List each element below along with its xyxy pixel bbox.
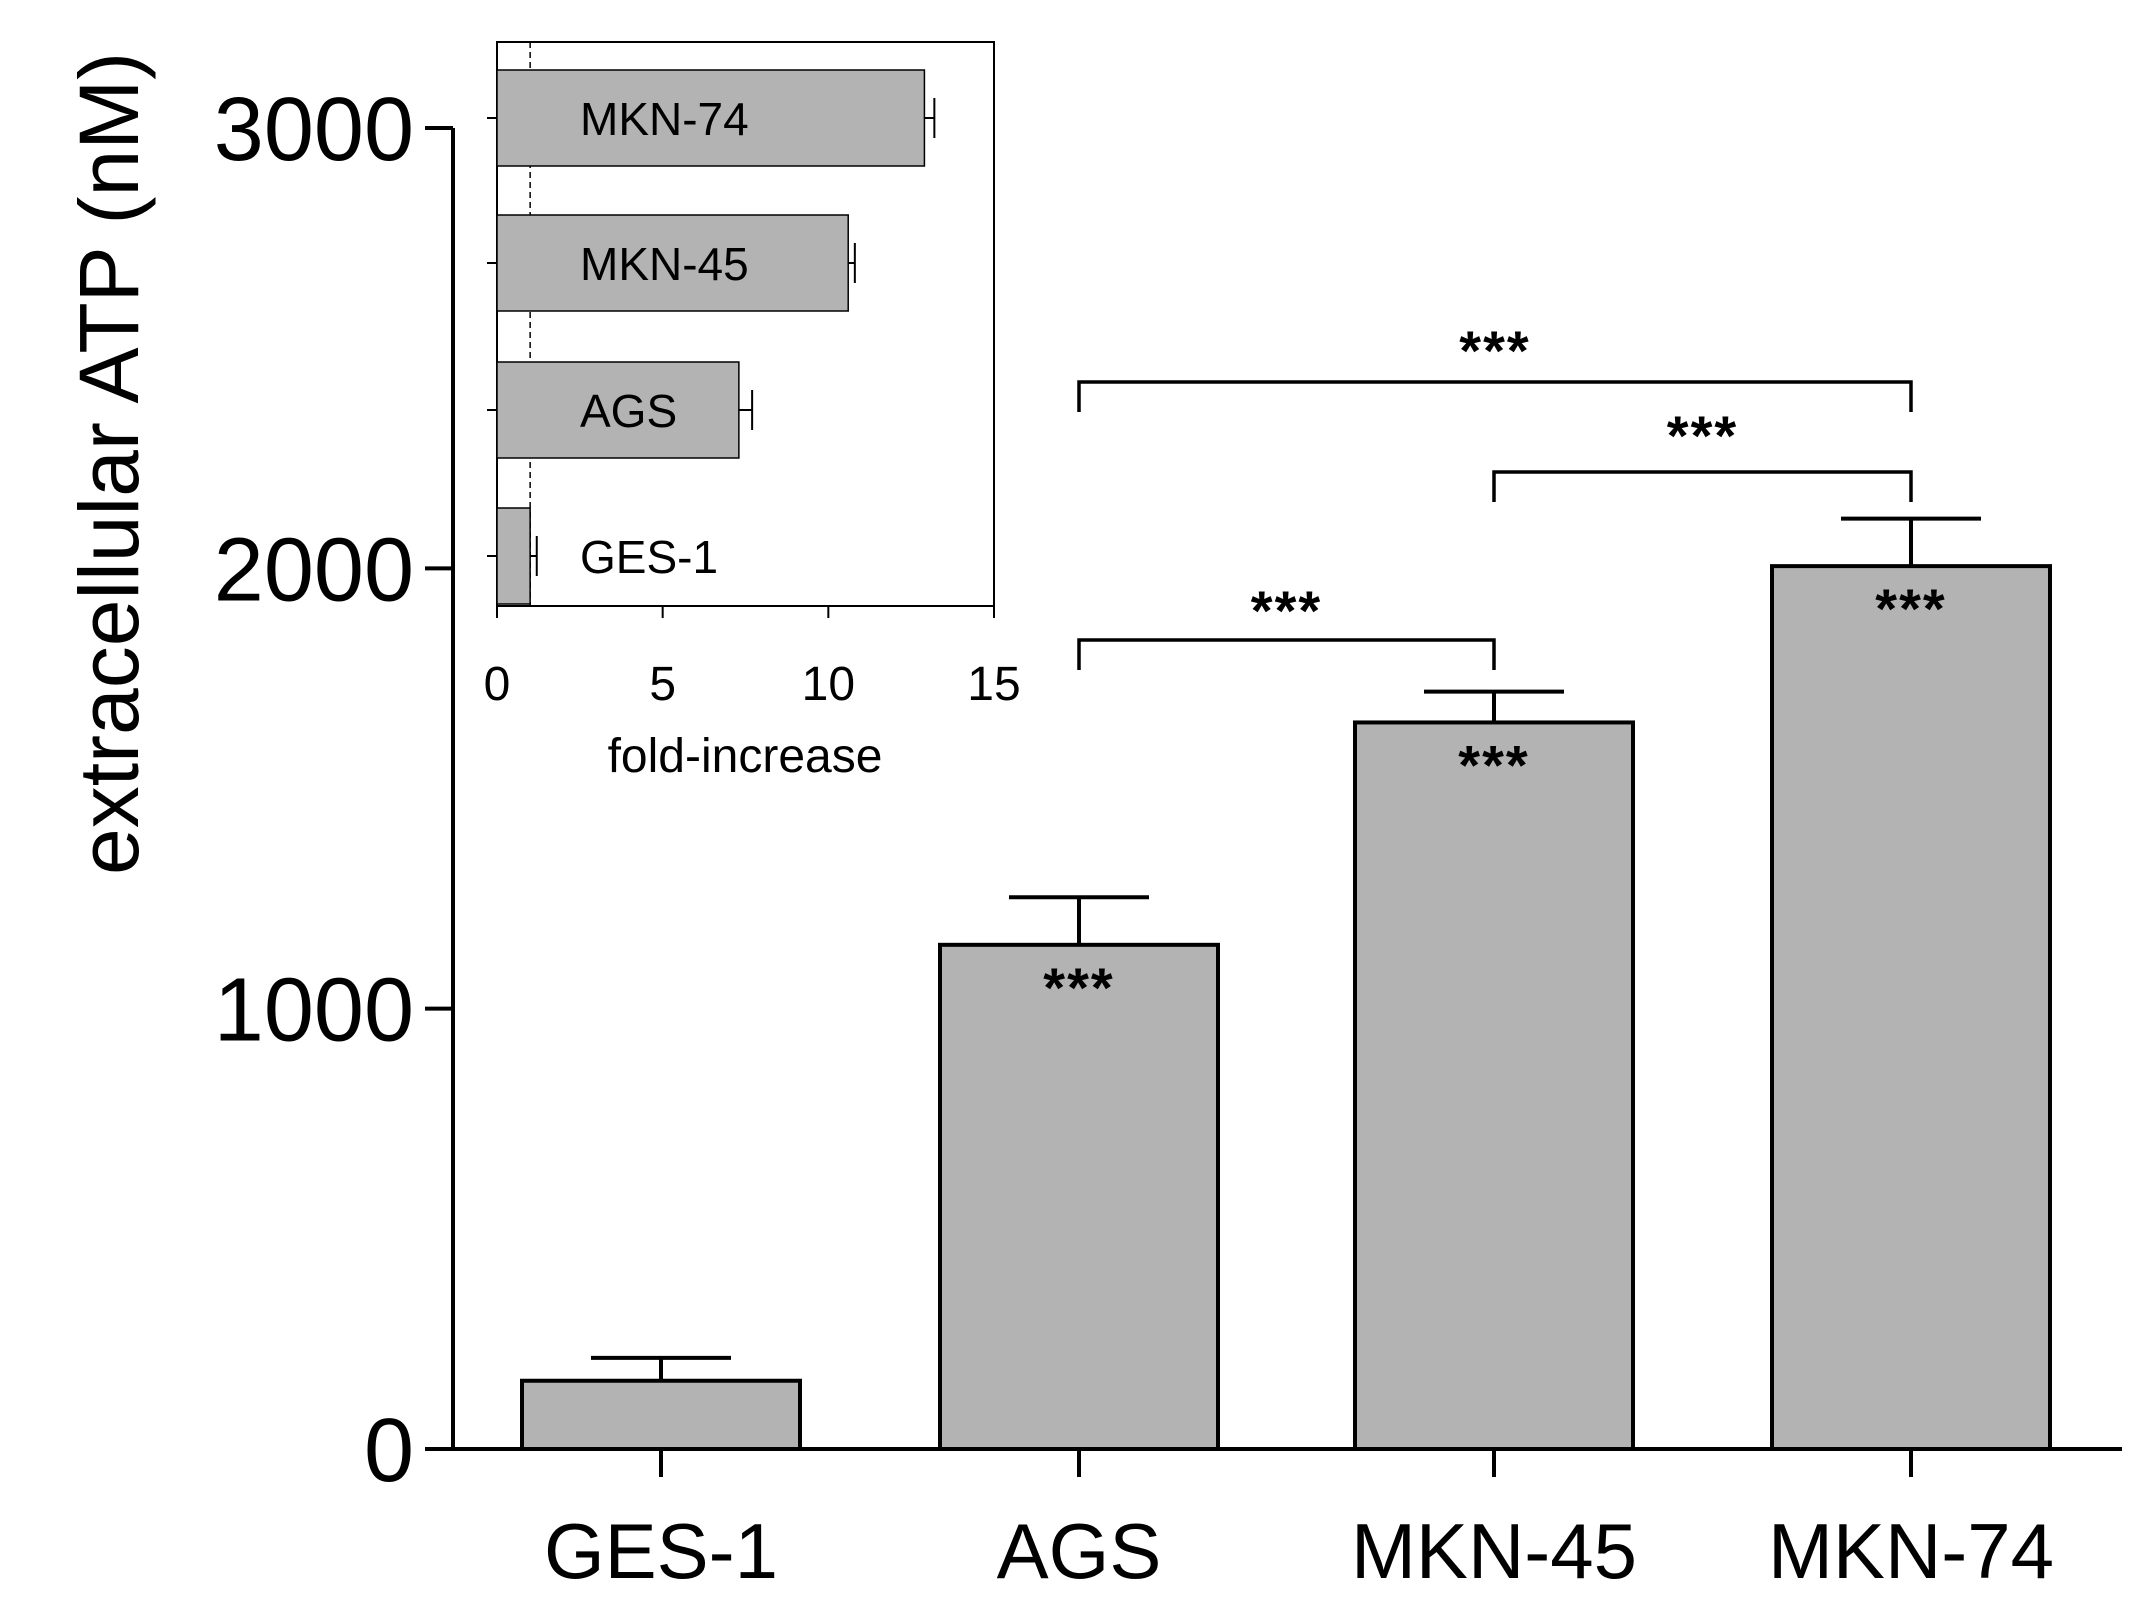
main-bar-chart: extracellular ATP (nM) 0 1000 2000 3000 ***…	[62, 52, 2122, 1595]
y-tick-label-3000: 3000	[214, 80, 414, 180]
inset-x-tick-label-15: 15	[967, 658, 1020, 711]
bar-ges-1	[520, 1378, 802, 1451]
inset-bar-ges-1	[496, 507, 531, 605]
y-axis-label: extracellular ATP (nM)	[62, 52, 156, 875]
comparison-bracket-ags-mkn-74	[1077, 380, 1913, 412]
comparison-bracket-mkn-45-mkn-74	[1492, 470, 1913, 502]
y-tick-label-1000: 1000	[214, 961, 414, 1061]
x-tick-label-mkn-45: MKN-45	[1351, 1507, 1637, 1595]
bar-significance-ags: ***	[1043, 956, 1114, 1019]
inset-bar-label-mkn-74: MKN-74	[580, 93, 749, 145]
inset-bar-label-ags: AGS	[580, 385, 677, 437]
inset-bar-mkn-45	[496, 214, 849, 312]
comparison-label-mkn-45-mkn-74: ***	[1667, 404, 1738, 467]
bar-significance-mkn-74: ***	[1875, 577, 1946, 640]
inset-bar-label-ges-1: GES-1	[580, 531, 718, 583]
comparison-bracket-ags-mkn-45	[1077, 638, 1496, 670]
inset-bar-label-mkn-45: MKN-45	[580, 238, 749, 290]
bar-significance-mkn-45: ***	[1458, 733, 1529, 796]
bar-mkn-74	[1770, 564, 2052, 1451]
inset-x-tick-label-5: 5	[649, 658, 676, 711]
comparison-label-ags-mkn-74: ***	[1459, 319, 1530, 382]
bar-ags	[938, 942, 1220, 1452]
bar-mkn-45	[1353, 720, 1635, 1451]
x-tick-label-ges-1: GES-1	[544, 1507, 778, 1595]
x-tick-label-ags: AGS	[997, 1507, 1162, 1595]
x-tick-label-mkn-74: MKN-74	[1768, 1507, 2054, 1595]
comparison-label-ags-mkn-45: ***	[1251, 579, 1322, 642]
inset-x-axis-label: fold-increase	[608, 730, 883, 783]
inset-fold-increase-chart: GES-1 AGS MKN-45 MKN-74 0 5 10 15 fold-increase	[484, 41, 1021, 783]
inset-bar-mkn-74	[496, 69, 926, 167]
inset-bar-ags	[496, 361, 740, 459]
y-tick-label-2000: 2000	[214, 520, 414, 620]
inset-x-tick-label-0: 0	[484, 658, 511, 711]
y-tick-label-0: 0	[364, 1401, 414, 1501]
inset-x-tick-label-10: 10	[802, 658, 855, 711]
